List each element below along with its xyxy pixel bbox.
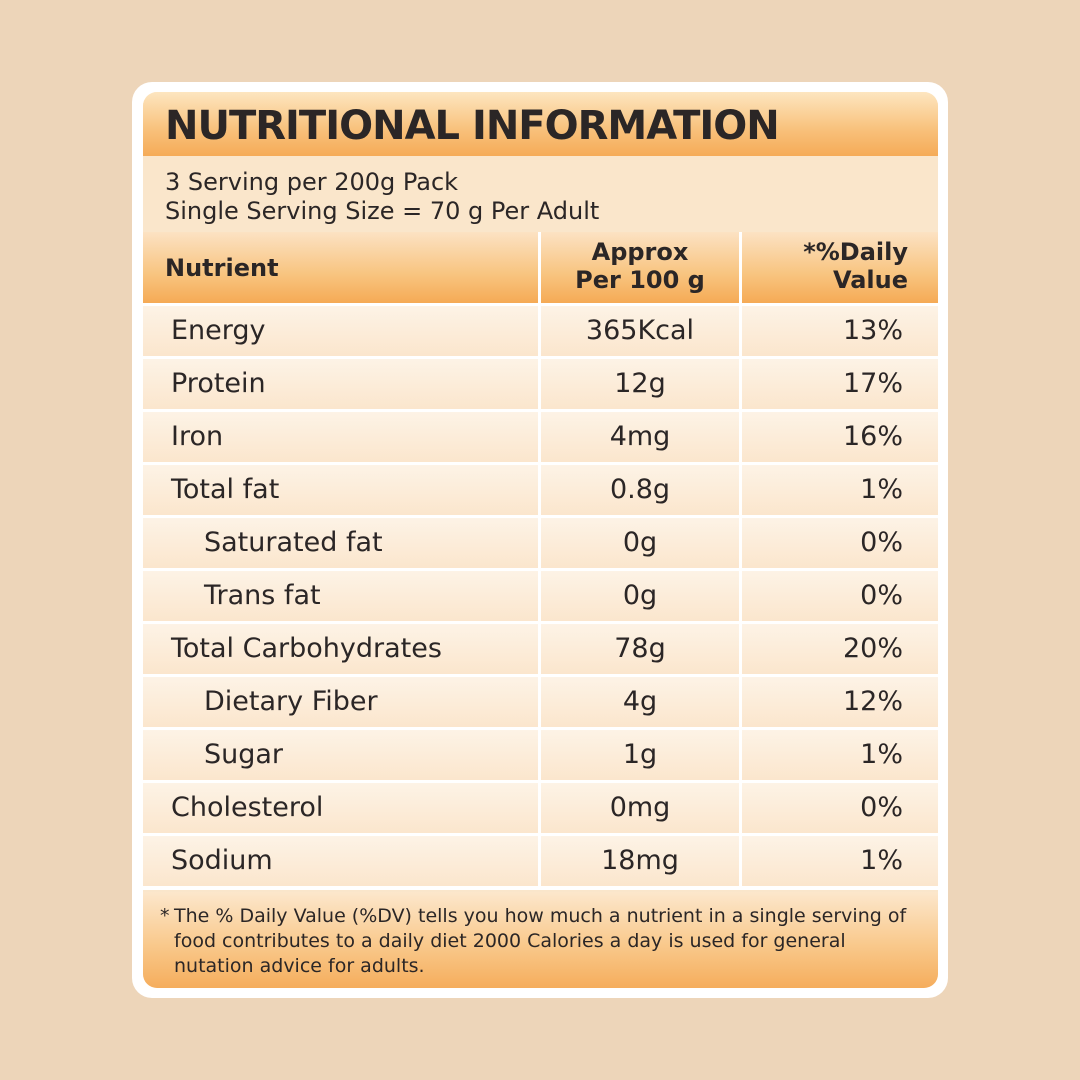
daily-value-cell: 1% [742,836,938,886]
nutrient-name: Total Carbohydrates [171,633,442,664]
nutrient-name: Dietary Fiber [204,686,378,717]
daily-value-cell: 13% [742,306,938,356]
table-row: Total Carbohydrates 78g 20% [143,624,938,674]
nutrition-table: Nutrient Approx Per 100 g *%Daily Value … [143,232,938,890]
nutrient-cell: Total fat [143,465,538,515]
header-approx-line2: Per 100 g [575,266,705,294]
serving-info: 3 Serving per 200g Pack Single Serving S… [165,168,599,226]
daily-value: 20% [842,633,903,664]
daily-value: 17% [842,368,903,399]
footnote-marker: * [160,905,170,927]
daily-value-cell: 20% [742,624,938,674]
servings-per-pack: 3 Serving per 200g Pack [165,168,459,196]
daily-value: 1% [860,739,903,770]
approx-value: 1g [541,730,739,780]
daily-value-cell: 1% [742,465,938,515]
footnote: * The % Daily Value (%DV) tells you how … [160,904,930,979]
table-row: Sodium 18mg 1% [143,836,938,886]
daily-value-cell: 0% [742,783,938,833]
nutrient-name: Saturated fat [204,527,383,558]
nutrient-cell: Energy [143,306,538,356]
approx-value: 0g [541,518,739,568]
approx-value: 0g [541,571,739,621]
nutrient-name: Cholesterol [171,792,324,823]
nutrient-name: Sodium [171,845,273,876]
nutrient-cell: Iron [143,412,538,462]
table-row: Energy 365Kcal 13% [143,306,938,356]
nutrient-cell: Protein [143,359,538,409]
serving-size: Single Serving Size = 70 g Per Adult [165,197,600,225]
daily-value: 1% [860,474,903,505]
nutrient-cell: Dietary Fiber [143,677,538,727]
header-daily-line2: Value [832,266,908,294]
daily-value: 16% [842,421,903,452]
page-title: NUTRITIONAL INFORMATION [165,103,780,149]
table-row: Protein 12g 17% [143,359,938,409]
daily-value-cell: 12% [742,677,938,727]
approx-value: 0mg [541,783,739,833]
nutrient-cell: Total Carbohydrates [143,624,538,674]
approx-value: 78g [541,624,739,674]
header-daily-line1: *%Daily [803,238,908,266]
daily-value-cell: 1% [742,730,938,780]
approx-value: 4g [541,677,739,727]
table-row: Cholesterol 0mg 0% [143,783,938,833]
nutrient-cell: Trans fat [143,571,538,621]
header-approx-line1: Approx [591,238,689,266]
nutrient-cell: Sugar [143,730,538,780]
title-bar: NUTRITIONAL INFORMATION [143,92,938,156]
header-daily-value: *%Daily Value [742,232,938,303]
daily-value-cell: 17% [742,359,938,409]
nutrient-name: Protein [171,368,266,399]
nutrient-name: Trans fat [204,580,321,611]
approx-value: 12g [541,359,739,409]
nutrient-name: Sugar [204,739,284,770]
daily-value-cell: 0% [742,571,938,621]
daily-value: 12% [842,686,903,717]
table-row: Trans fat 0g 0% [143,571,938,621]
nutrient-cell: Cholesterol [143,783,538,833]
table-row: Iron 4mg 16% [143,412,938,462]
header-nutrient: Nutrient [143,232,538,303]
nutrition-label-card: NUTRITIONAL INFORMATION 3 Serving per 20… [132,82,948,998]
approx-value: 0.8g [541,465,739,515]
table-row: Sugar 1g 1% [143,730,938,780]
daily-value: 13% [842,315,903,346]
daily-value: 0% [860,527,903,558]
nutrient-cell: Saturated fat [143,518,538,568]
nutrient-name: Iron [171,421,224,452]
table-row: Saturated fat 0g 0% [143,518,938,568]
approx-value: 4mg [541,412,739,462]
daily-value: 0% [860,580,903,611]
footnote-box: * The % Daily Value (%DV) tells you how … [143,892,938,988]
header-nutrient-label: Nutrient [165,254,279,282]
header-approx: Approx Per 100 g [541,232,739,303]
nutrient-cell: Sodium [143,836,538,886]
nutrition-panel: NUTRITIONAL INFORMATION 3 Serving per 20… [143,92,938,988]
table-row: Dietary Fiber 4g 12% [143,677,938,727]
footnote-text: The % Daily Value (%DV) tells you how mu… [174,905,907,977]
table-row: Total fat 0.8g 1% [143,465,938,515]
nutrient-name: Total fat [171,474,280,505]
daily-value-cell: 0% [742,518,938,568]
daily-value: 0% [860,792,903,823]
daily-value: 1% [860,845,903,876]
nutrient-name: Energy [171,315,266,346]
approx-value: 365Kcal [541,306,739,356]
daily-value-cell: 16% [742,412,938,462]
approx-value: 18mg [541,836,739,886]
